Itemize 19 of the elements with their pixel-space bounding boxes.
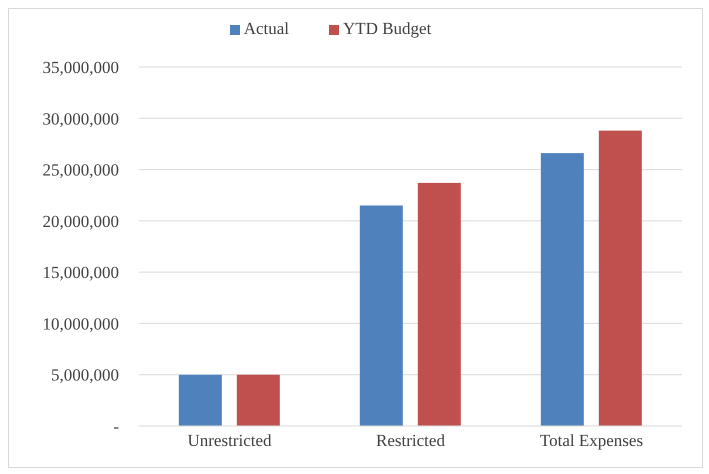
- y-tick-label: 35,000,000: [42, 58, 119, 78]
- y-tick-label: 15,000,000: [42, 263, 119, 282]
- bar: [360, 205, 403, 426]
- y-tick-label: 30,000,000: [42, 109, 119, 128]
- x-tick-label: Restricted: [376, 431, 446, 450]
- legend-label: Actual: [244, 19, 290, 38]
- legend-label: YTD Budget: [343, 19, 432, 38]
- bar: [540, 153, 584, 426]
- bar: [236, 374, 280, 426]
- bar: [418, 182, 461, 426]
- y-tick-label: 25,000,000: [42, 160, 119, 180]
- x-tick-label: Unrestricted: [187, 431, 272, 450]
- y-tick-label: 5,000,000: [51, 366, 119, 385]
- y-tick-label: 20,000,000: [42, 212, 119, 231]
- y-tick-label: 10,000,000: [42, 314, 119, 334]
- bar: [598, 130, 642, 426]
- bar: [178, 374, 222, 426]
- x-tick-label: Total Expenses: [540, 431, 644, 450]
- y-tick-label: -: [113, 417, 120, 436]
